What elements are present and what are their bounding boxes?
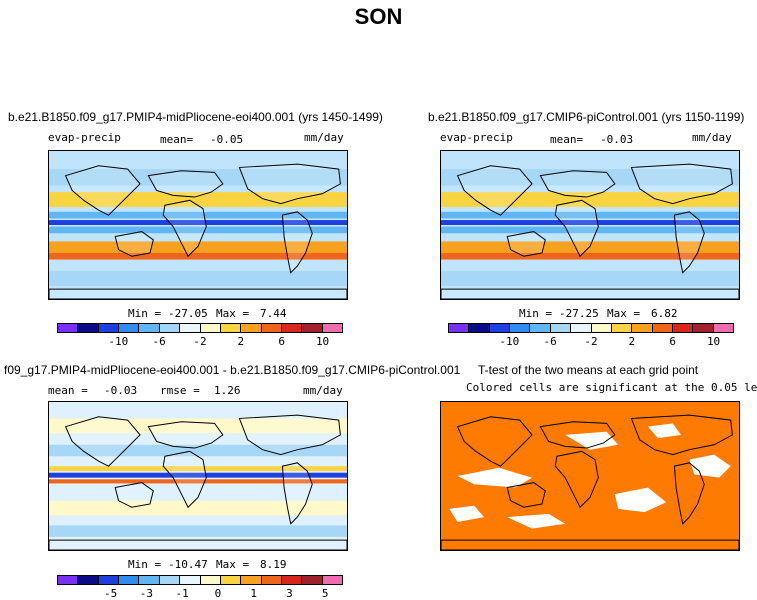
- colorbar-tick-label: -3: [139, 587, 153, 600]
- colorbar-swatch: [261, 576, 282, 584]
- colorbar-tick-label: 3: [286, 587, 293, 600]
- panel2-colorbar: -10 -6 -2 2 6 10: [448, 323, 734, 348]
- colorbar-swatch: [180, 576, 201, 584]
- colorbar-swatch: [672, 324, 694, 332]
- panel3-min-value: -10.47: [168, 558, 208, 571]
- colorbar-swatch: [550, 324, 572, 332]
- panel3-max-value: 8.19: [260, 558, 287, 571]
- colorbar-tick-label: 0: [214, 587, 222, 600]
- colorbar-swatch: [322, 324, 343, 332]
- colorbar-swatch: [281, 576, 303, 584]
- panel2-mean-label: mean=: [550, 133, 584, 146]
- panel3-colorbar: -5 -3 -1 0 1 3 5: [57, 575, 343, 600]
- colorbar-tick-label: -2: [193, 335, 207, 348]
- colorbar-swatch: [632, 324, 653, 332]
- colorbar-swatch: [302, 324, 323, 332]
- colorbar-swatch: [98, 324, 120, 332]
- panel1-mean-value: -0.05: [210, 133, 244, 146]
- colorbar-swatch: [200, 576, 221, 584]
- colorbar-swatch: [489, 324, 511, 332]
- panel1-map: [48, 150, 348, 300]
- colorbar-tick-label: -2: [584, 335, 598, 348]
- colorbar-tick-label: -10: [108, 335, 129, 348]
- colorbar-swatch: [241, 576, 262, 584]
- panel3-mean-label: mean =: [48, 384, 88, 397]
- colorbar-swatch: [281, 324, 303, 332]
- colorbar-swatch: [119, 324, 140, 332]
- panel3-rmse-value: 1.26: [214, 384, 241, 397]
- colorbar-swatch: [693, 324, 714, 332]
- panel3-min-label: Min =: [128, 558, 162, 571]
- colorbar-tick-label: -6: [152, 335, 166, 348]
- panel3-rmse-label: rmse =: [160, 384, 200, 397]
- panel2-mean-value: -0.03: [600, 133, 634, 146]
- colorbar-swatch: [571, 324, 592, 332]
- panel2-variable: evap-precip: [440, 131, 513, 144]
- colorbar-swatch: [78, 576, 99, 584]
- colorbar-tick-label: -6: [543, 335, 557, 348]
- colorbar-swatch: [530, 324, 551, 332]
- panel1-min-value: -27.05: [168, 307, 208, 320]
- panel3-max-label: Max =: [216, 558, 250, 571]
- panel1-max-label: Max =: [216, 307, 250, 320]
- panel1-mean-label: mean=: [160, 133, 194, 146]
- colorbar-swatch: [302, 576, 323, 584]
- colorbar-swatch: [469, 324, 490, 332]
- colorbar-swatch: [159, 324, 181, 332]
- panel2-min-label: Min =: [519, 307, 553, 320]
- colorbar-swatch: [652, 324, 673, 332]
- colorbar-swatch: [58, 324, 79, 332]
- panel3-mean-value: -0.03: [104, 384, 138, 397]
- panel3-title: f09_g17.PMIP4-midPliocene-eoi400.001 - b…: [4, 363, 461, 377]
- colorbar-swatch: [241, 324, 262, 332]
- colorbar-swatch: [322, 576, 343, 584]
- panel2-units: mm/day: [692, 131, 732, 144]
- colorbar-tick-label: 5: [321, 587, 329, 600]
- panel1-title: b.e21.B1850.f09_g17.PMIP4-midPliocene-eo…: [8, 110, 383, 124]
- panel2-map: [440, 150, 740, 300]
- panel4-subtitle: Colored cells are significant at the 0.0…: [466, 381, 757, 394]
- colorbar-swatch: [139, 324, 160, 332]
- colorbar-swatch: [220, 324, 242, 332]
- panel1-colorbar: -10 -6 -2 2 6 10: [57, 323, 343, 348]
- panel2-min-value: -27.25: [559, 307, 599, 320]
- figure-title: SON: [354, 4, 403, 29]
- panel1-variable: evap-precip: [48, 131, 121, 144]
- colorbar-swatch: [611, 324, 633, 332]
- colorbar-swatch: [261, 324, 282, 332]
- colorbar-swatch: [78, 324, 99, 332]
- colorbar-swatch: [180, 324, 201, 332]
- colorbar-swatch: [200, 324, 221, 332]
- colorbar-swatch: [510, 324, 531, 332]
- colorbar-tick-label: 10: [706, 335, 721, 348]
- panel1-max-value: 7.44: [260, 307, 287, 320]
- colorbar-tick-label: -1: [175, 587, 189, 600]
- colorbar-swatch: [713, 324, 734, 332]
- colorbar-swatch: [591, 324, 612, 332]
- panel2-max-value: 6.82: [651, 307, 678, 320]
- colorbar-tick-label: -5: [104, 587, 118, 600]
- panel3-units: mm/day: [303, 384, 343, 397]
- colorbar-tick-label: 1: [250, 587, 257, 600]
- colorbar-tick-label: 2: [628, 335, 636, 348]
- colorbar-swatch: [449, 324, 470, 332]
- panel4-map: [440, 401, 740, 551]
- panel1-units: mm/day: [304, 131, 344, 144]
- panel4-title: T-test of the two means at each grid poi…: [478, 363, 699, 377]
- colorbar-tick-label: 2: [237, 335, 245, 348]
- colorbar-swatch: [220, 576, 242, 584]
- panel1-min-label: Min =: [128, 307, 162, 320]
- colorbar-tick-label: 6: [669, 335, 677, 348]
- panel2-max-label: Max =: [607, 307, 641, 320]
- panel2-title: b.e21.B1850.f09_g17.CMIP6-piControl.001 …: [428, 110, 745, 124]
- colorbar-tick-label: -10: [499, 335, 520, 348]
- colorbar-swatch: [58, 576, 79, 584]
- colorbar-swatch: [159, 576, 181, 584]
- colorbar-tick-label: 6: [278, 335, 286, 348]
- colorbar-swatch: [139, 576, 160, 584]
- colorbar-swatch: [119, 576, 140, 584]
- colorbar-swatch: [98, 576, 120, 584]
- panel3-map: [48, 401, 348, 551]
- colorbar-tick-label: 10: [315, 335, 330, 348]
